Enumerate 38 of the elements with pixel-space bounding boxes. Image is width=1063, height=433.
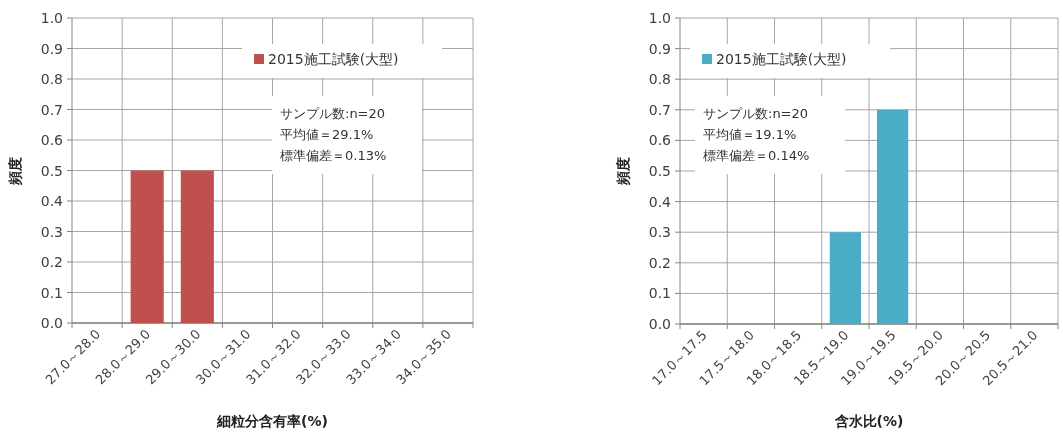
y-tick-label: 0.2 [648, 254, 671, 271]
y-tick-label: 1.0 [648, 10, 671, 26]
legend-label: 2015施工試験(大型) [268, 51, 399, 67]
legend-label: 2015施工試験(大型) [716, 51, 847, 67]
y-tick-label: 0.9 [648, 40, 671, 57]
y-tick-label: 1.0 [40, 10, 63, 26]
y-axis-title: 頻度 [615, 157, 631, 186]
y-tick-label: 0.1 [648, 285, 671, 302]
y-tick-label: 0.4 [40, 193, 64, 209]
legend: 2015施工試験(大型) [242, 44, 442, 78]
annotation: サンプル数:n=20 [280, 106, 386, 121]
y-tick-label: 0.0 [648, 316, 671, 332]
y-tick-label: 0.7 [648, 101, 671, 118]
y-tick-label: 0.9 [40, 40, 63, 57]
y-tick-label: 0.7 [40, 101, 63, 118]
annotation: サンプル数:n=20 平均値＝29.1% 標準偏差＝0.13% [272, 96, 422, 174]
annotation: サンプル数:n=20 [703, 106, 809, 121]
y-tick-label: 0.8 [40, 71, 63, 87]
y-tick-label: 0.0 [40, 315, 63, 331]
annotation: 平均値＝29.1% [280, 127, 374, 142]
y-tick-label: 0.5 [40, 162, 63, 179]
y-tick-label: 0.3 [40, 223, 63, 240]
annotation: 標準偏差＝0.13% [280, 148, 387, 163]
x-axis-title: 含水比(%) [833, 413, 904, 429]
y-tick-label: 0.8 [648, 71, 671, 88]
y-tick-label: 0.5 [648, 163, 671, 179]
y-tick-label: 0.4 [648, 193, 672, 210]
y-tick-label: 0.1 [40, 284, 63, 301]
y-tick-label: 0.6 [40, 132, 64, 148]
annotation: 平均値＝19.1% [703, 127, 797, 142]
y-tick-label: 0.3 [648, 224, 671, 241]
annotation: 標準偏差＝0.14% [703, 148, 810, 163]
y-tick-label: 0.2 [40, 254, 63, 270]
legend: 2015施工試験(大型) [690, 44, 890, 78]
y-tick-label: 0.6 [648, 132, 672, 149]
y-axis-title: 頻度 [7, 156, 23, 186]
annotation: サンプル数:n=20 平均値＝19.1% 標準偏差＝0.14% [695, 96, 845, 174]
x-axis-title: 細粒分含有率(%) [216, 413, 328, 429]
